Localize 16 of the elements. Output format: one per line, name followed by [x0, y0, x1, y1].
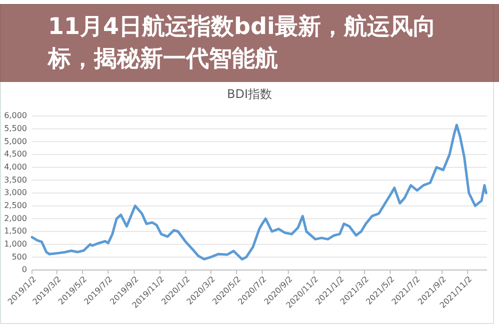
y-tick-label: 4,500 — [4, 150, 27, 159]
y-tick-label: 6,000 — [4, 111, 27, 120]
y-tick-label: 5,000 — [4, 136, 27, 146]
line-series — [30, 124, 488, 260]
chart-title: BDI指数 — [226, 87, 272, 101]
y-tick-label: 3,000 — [4, 188, 27, 198]
y-tick-label: 1,000 — [4, 240, 27, 249]
y-tick-label: 2,000 — [4, 214, 27, 223]
y-tick-label: 5,500 — [4, 124, 27, 134]
y-tick-label: 2,500 — [4, 201, 27, 210]
text: 11月4日航运指数bdi最新，航运风向标，揭秘新一代智能航 — [48, 14, 436, 72]
y-tick-label: 3,500 — [4, 175, 27, 184]
y-tick-label: 500 — [12, 252, 27, 262]
y-tick-label: 0 — [22, 265, 27, 274]
y-tick-label: 1,500 — [4, 226, 27, 236]
y-tick-label: 4,000 — [4, 162, 27, 172]
